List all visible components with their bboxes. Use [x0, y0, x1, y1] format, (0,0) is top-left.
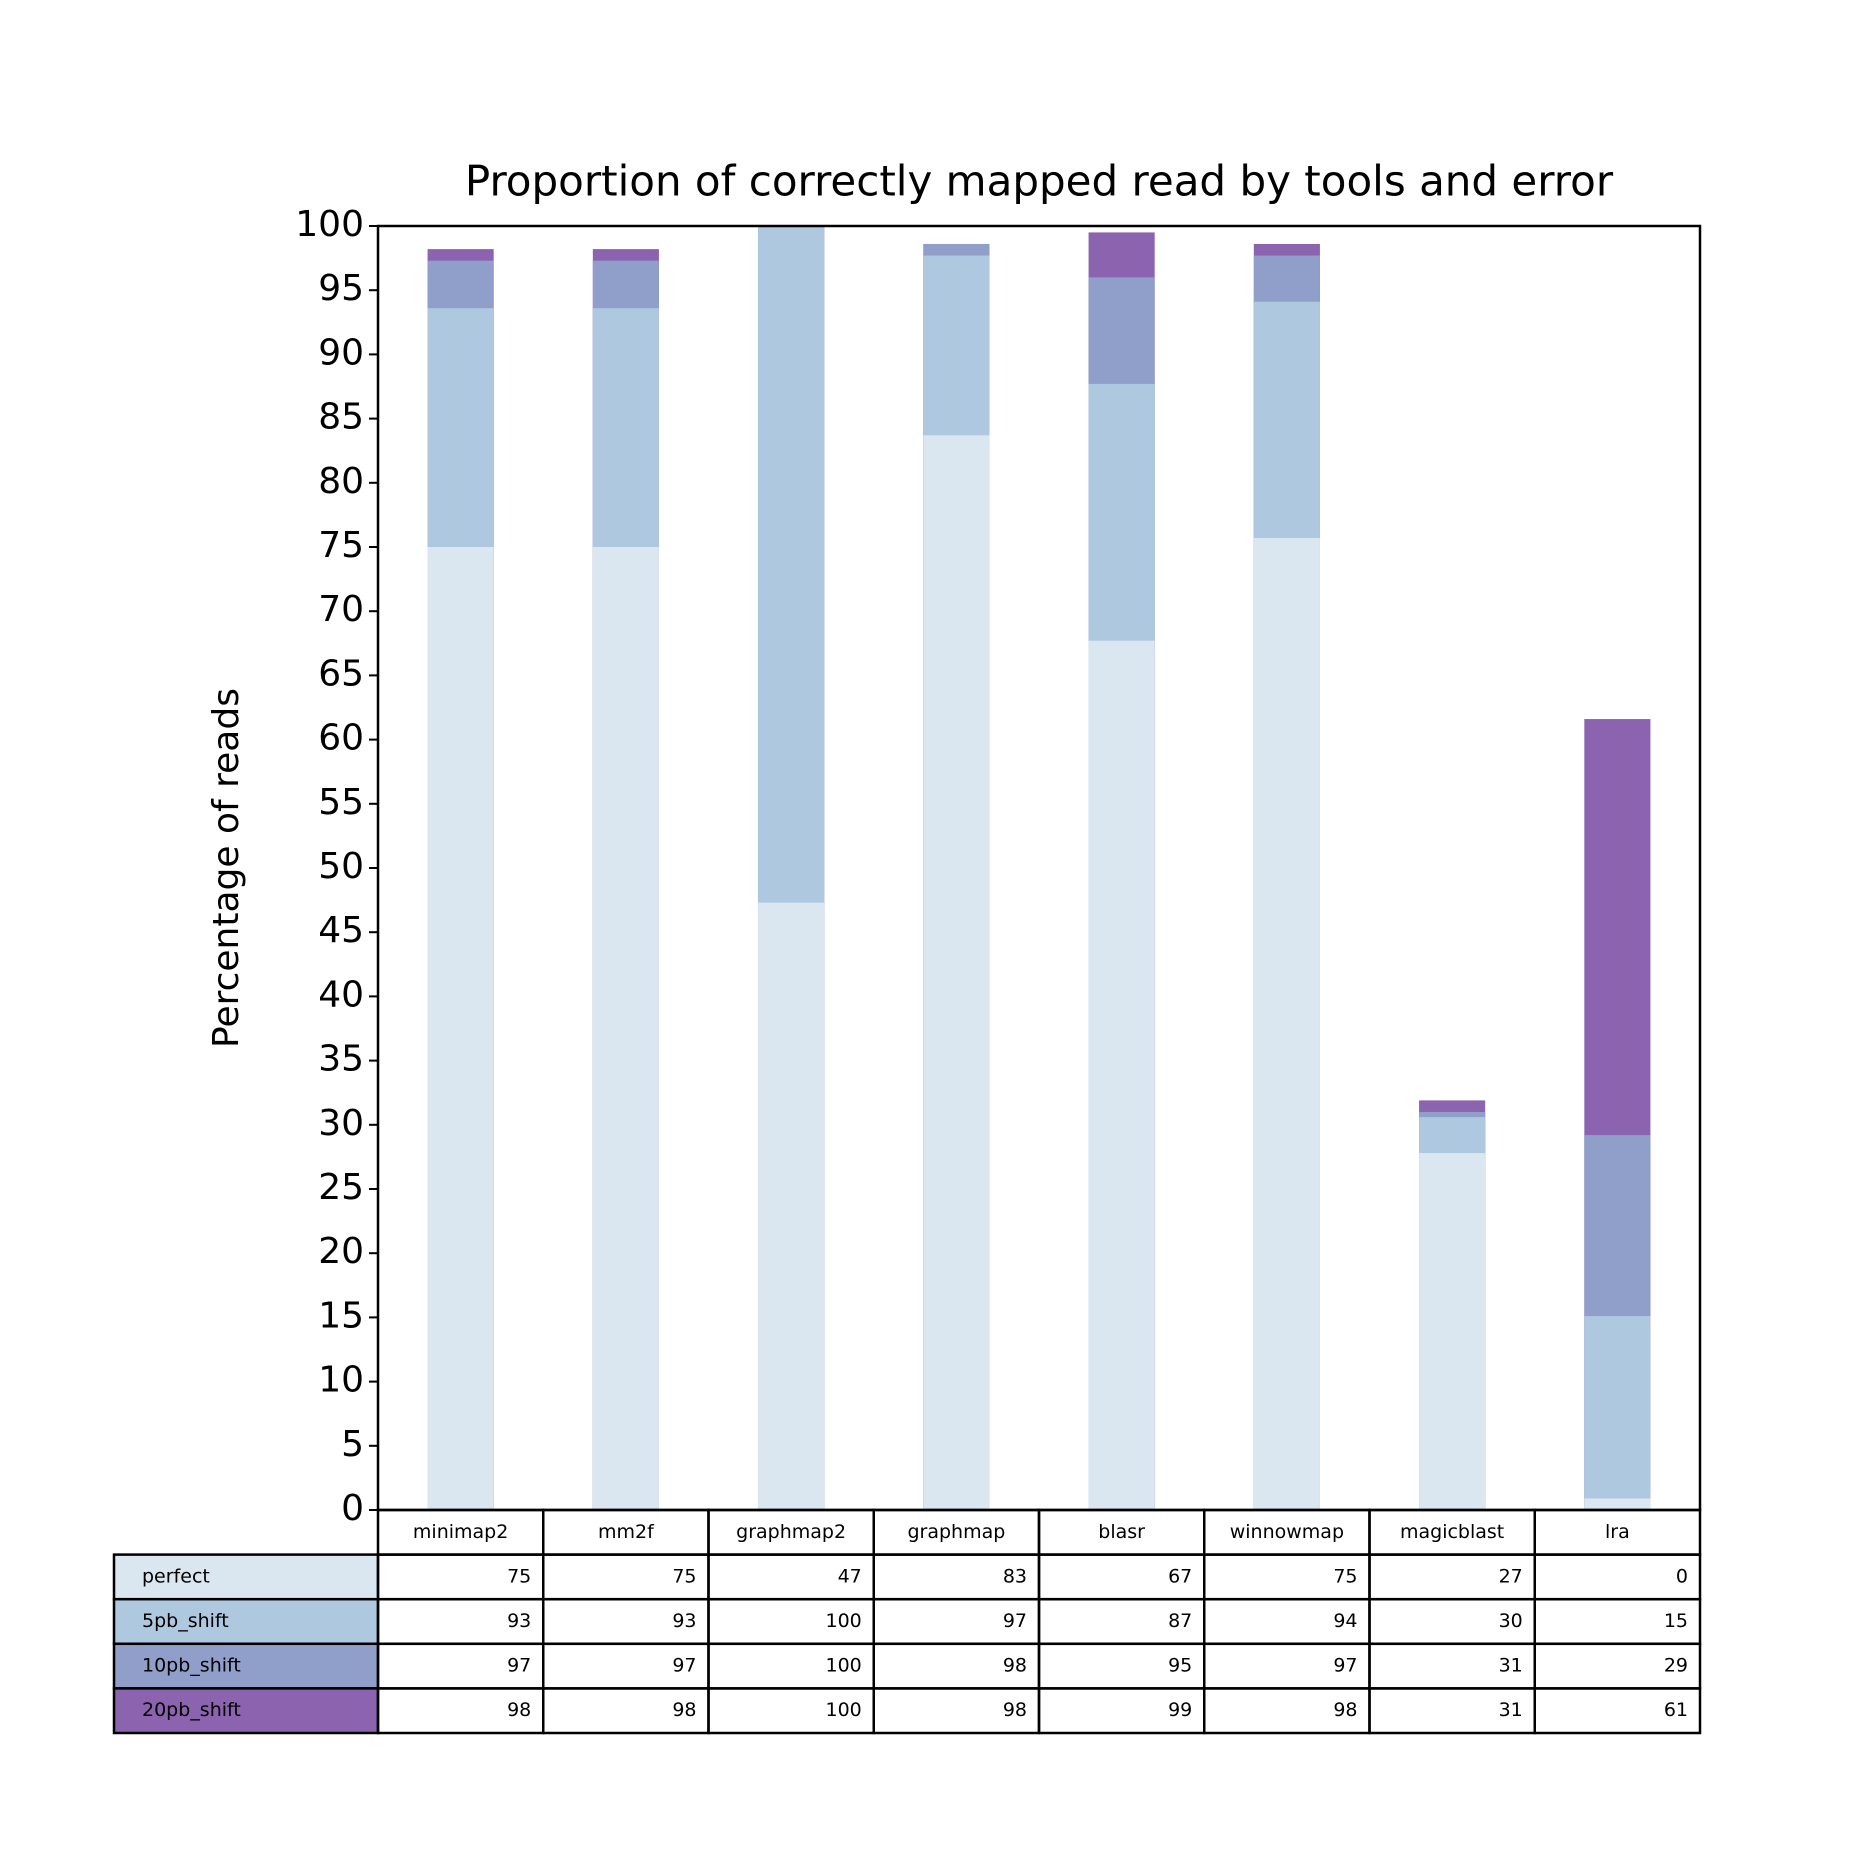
y-tick-label: 25 [318, 1167, 364, 1208]
table-value: 75 [507, 1565, 531, 1587]
y-tick-label: 15 [318, 1295, 364, 1336]
table-value: 31 [1499, 1699, 1523, 1721]
table-value: 47 [838, 1565, 862, 1587]
table-value: 31 [1499, 1655, 1523, 1677]
table-header: graphmap [907, 1521, 1005, 1543]
y-tick-label: 20 [318, 1231, 364, 1272]
y-tick-label: 65 [318, 653, 364, 694]
table-value: 97 [1003, 1610, 1027, 1632]
y-tick-label: 0 [341, 1488, 364, 1529]
table-header: lra [1605, 1521, 1630, 1543]
bar [923, 435, 990, 1510]
y-tick-label: 80 [318, 461, 364, 502]
table-header: mm2f [598, 1521, 655, 1543]
table-row-label: 5pb_shift [142, 1610, 229, 1632]
table-row-label: perfect [142, 1565, 210, 1587]
y-tick-label: 85 [318, 397, 364, 438]
bar [1584, 1498, 1651, 1510]
y-tick-label: 10 [318, 1360, 364, 1401]
bar [1419, 1153, 1486, 1510]
table-cell [1533, 1687, 1702, 1735]
table-value: 15 [1664, 1610, 1688, 1632]
table-value: 97 [507, 1655, 531, 1677]
y-tick-label: 40 [318, 974, 364, 1015]
table-value: 97 [1333, 1655, 1357, 1677]
y-tick-label: 75 [318, 525, 364, 566]
table-row-label: 20pb_shift [142, 1699, 241, 1721]
y-tick-label: 5 [341, 1424, 364, 1465]
y-tick-label: 50 [318, 846, 364, 887]
y-tick-label: 60 [318, 718, 364, 759]
axes-frame [376, 224, 1702, 1512]
bar [1253, 538, 1320, 1510]
table-value: 87 [1168, 1610, 1192, 1632]
table-row-label-cell [112, 1642, 380, 1690]
table-header: graphmap2 [736, 1521, 846, 1543]
table-value: 97 [672, 1655, 696, 1677]
table-value: 93 [672, 1610, 696, 1632]
table-header: winnowmap [1230, 1521, 1344, 1543]
table-value: 30 [1499, 1610, 1523, 1632]
table-value: 27 [1499, 1565, 1523, 1587]
table-value: 98 [507, 1699, 531, 1721]
table-row-label-cell [112, 1687, 380, 1735]
table-value: 98 [672, 1699, 696, 1721]
table-row-label: 10pb_shift [142, 1655, 241, 1677]
table-header: minimap2 [413, 1521, 508, 1543]
bar [592, 547, 659, 1510]
bar [1584, 1316, 1651, 1510]
y-tick-label: 55 [318, 782, 364, 823]
table-row-label-cell [112, 1553, 380, 1601]
bar [758, 902, 825, 1510]
table-value: 100 [825, 1610, 861, 1632]
table-value: 75 [1333, 1565, 1357, 1587]
table-value: 67 [1168, 1565, 1192, 1587]
y-tick-label: 70 [318, 589, 364, 630]
table-value: 94 [1333, 1610, 1357, 1632]
table-header: blasr [1098, 1521, 1145, 1543]
chart-title: Proportion of correctly mapped read by t… [465, 157, 1614, 206]
y-tick-label: 90 [318, 332, 364, 373]
y-tick-label: 95 [318, 268, 364, 309]
y-tick-label: 45 [318, 910, 364, 951]
bar [427, 547, 494, 1510]
table-value: 29 [1664, 1655, 1688, 1677]
table-value: 83 [1003, 1565, 1027, 1587]
table-value: 100 [825, 1655, 861, 1677]
y-axis-label: Percentage of reads [206, 688, 247, 1048]
table-header: magicblast [1400, 1521, 1504, 1543]
table-value: 0 [1676, 1565, 1688, 1587]
y-tick-label: 30 [318, 1103, 364, 1144]
table-value: 98 [1003, 1655, 1027, 1677]
table-value: 75 [672, 1565, 696, 1587]
table-value: 98 [1003, 1699, 1027, 1721]
table-value: 98 [1333, 1699, 1357, 1721]
bar [1088, 640, 1155, 1510]
table-value: 100 [825, 1699, 861, 1721]
y-tick-label: 35 [318, 1039, 364, 1080]
table-value: 99 [1168, 1699, 1192, 1721]
y-tick-label: 100 [295, 204, 364, 245]
table-value: 61 [1664, 1699, 1688, 1721]
table-value: 93 [507, 1610, 531, 1632]
table-value: 95 [1168, 1655, 1192, 1677]
